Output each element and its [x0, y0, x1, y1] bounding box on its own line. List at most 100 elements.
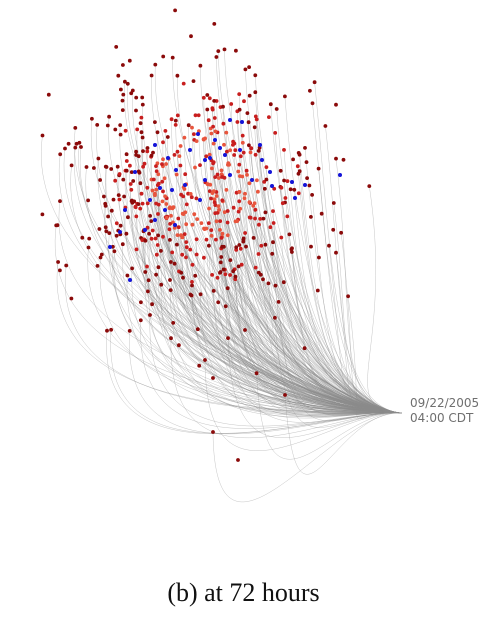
forecast-endpoint-dot	[98, 255, 103, 260]
forecast-endpoint-dot	[212, 22, 217, 26]
forecast-endpoint-dot	[127, 58, 132, 63]
forecast-endpoint-dot	[139, 300, 143, 305]
forecast-endpoint-dot	[168, 278, 172, 282]
forecast-endpoint-dot	[231, 205, 236, 210]
forecast-path-line	[176, 174, 403, 414]
forecast-endpoint-dot	[140, 135, 145, 140]
forecast-path-line	[154, 195, 403, 414]
forecast-path-line	[270, 104, 403, 414]
forecast-endpoint-dot	[149, 73, 154, 78]
forecast-endpoint-dot	[190, 280, 194, 284]
forecast-endpoint-dot	[194, 237, 199, 242]
forecast-endpoint-dot	[259, 243, 264, 248]
forecast-endpoint-dot	[225, 149, 229, 154]
forecast-endpoint-dot	[264, 165, 269, 170]
forecast-endpoint-dot	[143, 238, 148, 243]
forecast-endpoint-dot	[66, 141, 71, 146]
forecast-endpoint-dot	[339, 230, 343, 235]
forecast-endpoint-dot	[194, 196, 199, 201]
forecast-endpoint-dot	[131, 179, 136, 183]
origin-date-label: 09/22/2005	[410, 396, 480, 410]
forecast-endpoint-dot	[153, 191, 157, 196]
forecast-endpoint-dot	[219, 255, 224, 259]
forecast-endpoint-dot	[243, 328, 247, 332]
forecast-endpoint-dot	[138, 206, 143, 211]
forecast-endpoint-dot	[153, 62, 158, 67]
forecast-endpoint-dot	[244, 168, 249, 173]
forecast-endpoint-dot	[69, 296, 74, 301]
forecast-endpoint-dot	[123, 128, 128, 133]
forecast-endpoint-dot	[183, 172, 188, 177]
forecast-endpoint-dot	[147, 231, 152, 236]
forecast-endpoint-dot	[215, 275, 220, 280]
forecast-endpoint-dot	[120, 242, 125, 247]
highlighted-endpoint-dot	[153, 218, 157, 222]
forecast-endpoint-dot	[58, 268, 62, 273]
forecast-path-line	[200, 294, 403, 419]
forecast-endpoint-dot	[154, 272, 159, 277]
forecast-endpoint-dot	[191, 79, 196, 83]
forecast-endpoint-dot	[164, 202, 169, 206]
forecast-endpoint-dot	[257, 222, 261, 227]
forecast-endpoint-dot	[228, 148, 233, 153]
forecast-endpoint-dot	[249, 146, 254, 151]
forecast-endpoint-dot	[155, 161, 160, 166]
forecast-endpoint-dot	[221, 267, 226, 272]
forecast-endpoint-dot	[201, 137, 206, 142]
forecast-endpoint-dot	[206, 182, 210, 187]
highlighted-endpoint-dot	[118, 230, 122, 234]
forecast-endpoint-dot	[153, 120, 157, 124]
forecast-endpoint-dot	[183, 210, 188, 215]
highlighted-endpoint-dot	[258, 143, 262, 147]
highlighted-endpoint-dot	[203, 178, 207, 182]
forecast-endpoint-dot	[296, 151, 301, 155]
forecast-endpoint-dot	[154, 252, 159, 257]
forecast-endpoint-dot	[138, 181, 143, 186]
forecast-endpoint-dot	[97, 227, 102, 231]
forecast-endpoint-dot	[214, 194, 219, 198]
forecast-endpoint-dot	[180, 252, 185, 257]
forecast-endpoint-dot	[124, 168, 129, 173]
forecast-endpoint-dot	[273, 315, 277, 320]
forecast-endpoint-dot	[197, 363, 202, 368]
forecast-endpoint-dot	[273, 131, 278, 135]
forecast-endpoint-dot	[276, 300, 281, 304]
forecast-endpoint-dot	[245, 111, 250, 115]
forecast-endpoint-dot	[188, 192, 193, 196]
forecast-endpoint-dot	[211, 160, 216, 165]
forecast-endpoint-dot	[182, 135, 187, 140]
forecast-endpoint-dot	[99, 252, 104, 257]
forecast-path-line	[335, 158, 403, 414]
forecast-endpoint-dot	[105, 328, 109, 333]
forecast-endpoint-dot	[177, 343, 181, 348]
forecast-endpoint-dot	[149, 153, 154, 158]
forecast-endpoint-dot	[111, 197, 116, 202]
forecast-endpoint-dot	[317, 255, 321, 260]
forecast-endpoint-dot	[280, 201, 285, 206]
forecast-endpoint-dot	[109, 208, 114, 213]
forecast-endpoint-dot	[238, 206, 243, 211]
forecast-endpoint-dot	[224, 130, 229, 135]
forecast-endpoint-dot	[310, 193, 314, 197]
highlighted-endpoint-dot	[293, 196, 297, 200]
forecast-endpoint-dot	[231, 143, 235, 147]
forecast-endpoint-dot	[119, 87, 123, 92]
forecast-endpoint-dot	[295, 164, 300, 169]
forecast-endpoint-dot	[87, 236, 92, 241]
forecast-endpoint-dot	[211, 376, 215, 380]
forecast-endpoint-dot	[122, 194, 126, 199]
forecast-endpoint-dot	[206, 221, 211, 226]
forecast-endpoint-dot	[163, 194, 168, 199]
forecast-path-line	[314, 82, 403, 414]
forecast-endpoint-dot	[308, 88, 312, 93]
forecast-endpoint-dot	[236, 169, 241, 174]
forecast-endpoint-dot	[281, 280, 286, 285]
forecast-endpoint-dot	[148, 214, 153, 218]
forecast-endpoint-dot	[270, 251, 275, 256]
forecast-endpoint-dot	[289, 247, 294, 252]
forecast-endpoint-dot	[302, 346, 307, 351]
forecast-endpoint-dot	[238, 246, 243, 251]
forecast-path-line	[85, 166, 403, 414]
forecast-endpoint-dot	[223, 272, 228, 277]
forecast-endpoint-dot	[303, 146, 307, 150]
